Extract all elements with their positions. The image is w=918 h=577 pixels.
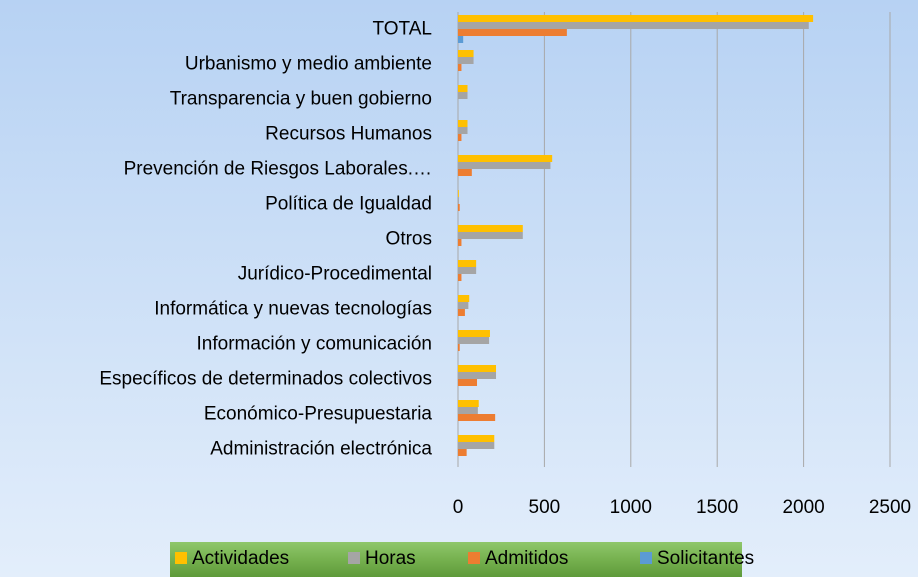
legend-swatch [468,552,480,564]
bar [458,85,468,92]
y-tick-label: Recursos Humanos [265,124,432,145]
bar [458,330,490,337]
legend-label: Horas [365,548,416,569]
bar [458,344,460,351]
bar [458,302,469,309]
legend-swatch [640,552,652,564]
bar [458,435,495,442]
y-tick-label: Otros [386,229,432,250]
x-tick-label: 0 [453,497,464,518]
bar [458,239,462,246]
x-tick-label: 2500 [869,497,911,518]
bar [458,134,462,141]
x-tick-label: 2000 [782,497,824,518]
bar [458,379,478,386]
x-tick-label: 500 [529,497,561,518]
bar [458,414,496,421]
bar [458,197,459,204]
bar [458,407,478,414]
bar [458,29,567,36]
bar [458,162,551,169]
y-tick-label: Jurídico-Procedimental [238,264,432,285]
y-tick-label: Específicos de determinados colectivos [99,369,432,390]
bar [458,127,468,134]
bar [458,169,472,176]
bar [458,232,523,239]
bar [458,64,462,71]
y-tick-label: Administración electrónica [210,439,432,460]
bar [458,155,553,162]
x-tick-label: 1500 [696,497,738,518]
legend-swatch [175,552,187,564]
legend-label: Solicitantes [657,548,754,569]
bar [458,120,468,127]
y-tick-label: Prevención de Riesgos Laborales.… [124,159,432,180]
bar [458,57,474,64]
bar [458,15,814,22]
y-tick-label: TOTAL [373,19,432,40]
bar [458,372,497,379]
bar [458,309,465,316]
bar [458,50,474,57]
y-tick-label: Política de Igualdad [265,194,432,215]
bar [458,36,464,43]
y-tick-label: Económico-Presupuestaria [204,404,433,425]
bar [458,267,477,274]
y-tick-label: Transparencia y buen gobierno [170,89,432,110]
x-tick-label: 1000 [610,497,652,518]
y-tick-label: Informática y nuevas tecnologías [154,299,432,320]
legend-label: Admitidos [485,548,568,569]
bar [458,295,470,302]
y-tick-label: Urbanismo y medio ambiente [185,54,432,75]
legend-label: Actividades [192,548,289,569]
legend-swatch [348,552,360,564]
bar [458,449,467,456]
bar [458,225,523,232]
bar [458,190,459,197]
bar [458,274,462,281]
bar [458,365,497,372]
bar [458,442,495,449]
bar [458,400,479,407]
y-tick-label: Información y comunicación [197,334,433,355]
bar [458,92,468,99]
bar [458,204,460,211]
bar [458,260,477,267]
bar [458,22,809,29]
bar [458,337,490,344]
